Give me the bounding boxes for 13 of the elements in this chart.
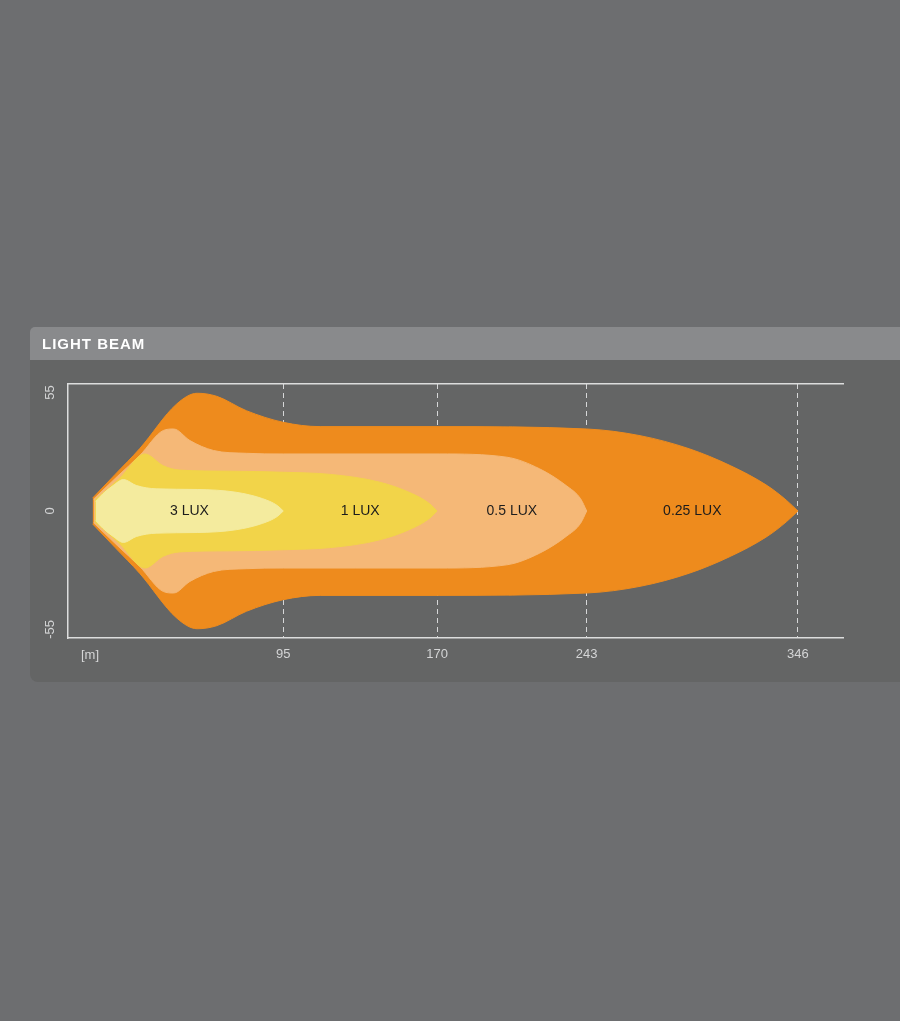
y-tick-label: -55 [42,619,58,639]
y-tick-label: 0 [42,507,58,515]
series-label: 1 LUX [340,501,381,518]
y-tick-label: 55 [42,385,58,400]
x-tick-label: 170 [426,646,448,662]
x-tick-label: 346 [787,646,809,662]
chart-title: LIGHT BEAM [42,335,146,352]
series-label: 0.25 LUX [663,501,723,518]
series-label: 3 LUX [170,501,210,518]
x-axis-title: [m] [80,646,100,662]
x-tick-label: 243 [575,646,598,662]
x-tick-label: 95 [276,646,291,662]
series-label: 0.5 LUX [486,501,538,518]
